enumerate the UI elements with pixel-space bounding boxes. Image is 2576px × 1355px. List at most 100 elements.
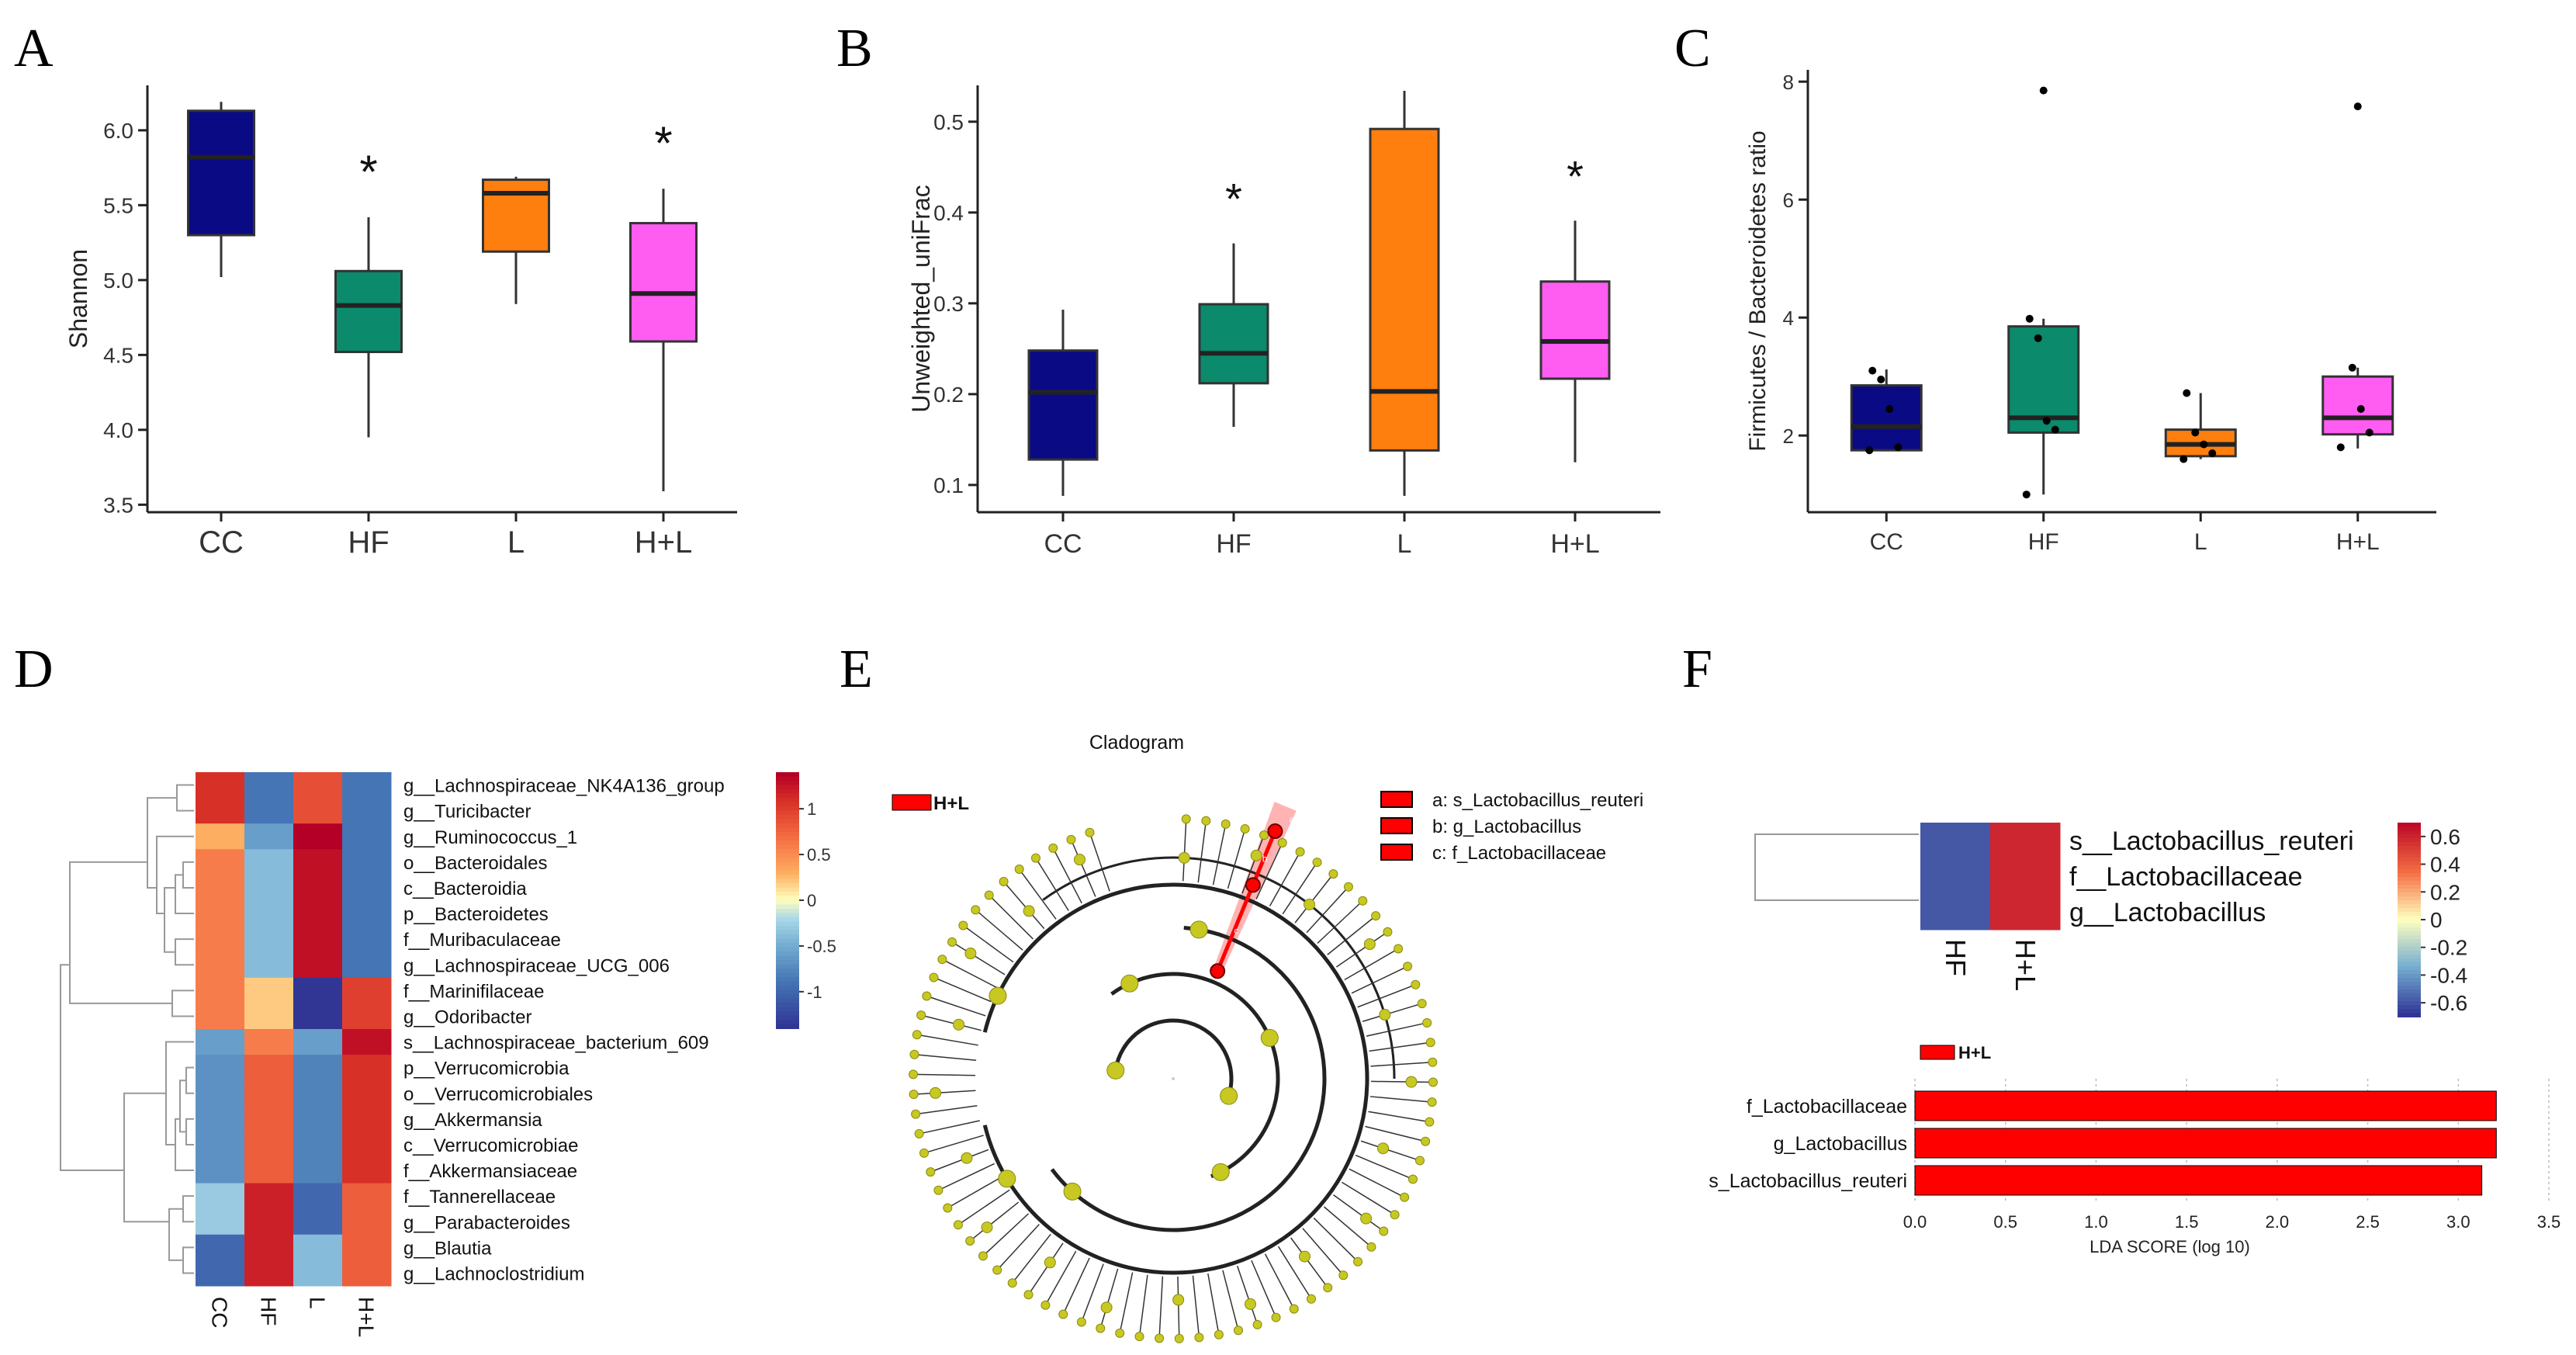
cladogram-tip-node	[911, 1109, 921, 1119]
dendrogram-branch	[164, 886, 175, 953]
cladogram-tip-node	[919, 1148, 929, 1158]
f-colorbar-segment	[2398, 966, 2421, 971]
cladogram-inner-node	[1405, 1076, 1418, 1088]
significance-asterisk: *	[654, 117, 672, 169]
f-heatmap-col-label: HF	[1940, 939, 1972, 976]
lda-x-tick-label: 3.5	[2537, 1212, 2561, 1232]
cladogram-spoke	[1369, 1096, 1432, 1103]
lda-category-label: g_Lactobacillus	[1774, 1133, 1907, 1155]
cladogram-tip-node	[937, 955, 947, 965]
heatmap-cell	[293, 772, 343, 799]
cladogram-spoke	[1349, 1168, 1405, 1198]
colorbar-segment	[776, 853, 799, 858]
cladogram-spoke	[1277, 1246, 1312, 1300]
cladogram-major-node	[1106, 1061, 1125, 1079]
heatmap-row-label: f__Muribaculaceae	[403, 930, 561, 951]
y-axis-label: Firmicutes / Bacteroidetes ratio	[1745, 130, 1771, 451]
cladogram-tip-node	[1134, 1332, 1144, 1342]
colorbar-segment	[776, 1024, 799, 1029]
heatmap-cell	[293, 1157, 343, 1184]
cladogram-tip-node	[1411, 979, 1421, 989]
cladogram-tip-node	[1390, 1210, 1400, 1220]
dendrogram-branch	[168, 1208, 183, 1261]
cladogram-spoke	[989, 894, 1034, 940]
heatmap-row-label: g__Ruminococcus_1	[403, 827, 577, 848]
lda-x-axis-label: LDA SCORE (log 10)	[2090, 1237, 2250, 1256]
cladogram-tip-node	[1428, 1057, 1438, 1067]
heatmap-row-label: g__Akkermansia	[403, 1110, 542, 1131]
cladogram-spoke	[982, 1213, 1029, 1256]
heatmap-cell	[196, 1183, 245, 1210]
cladogram-spoke	[916, 1104, 978, 1115]
heatmap-col-label: L	[306, 1297, 330, 1309]
heatmap-cell	[342, 1106, 392, 1132]
f-colorbar-segment	[2398, 958, 2421, 963]
data-point	[2208, 449, 2217, 457]
cladogram-spoke	[1255, 842, 1283, 899]
cladogram-spoke	[1062, 1257, 1090, 1315]
cladogram-spoke	[1368, 1111, 1430, 1123]
cladogram-title: Cladogram	[1089, 732, 1184, 754]
cladogram-tip-node	[1371, 911, 1381, 921]
cladogram-spoke	[1044, 1250, 1077, 1306]
cladogram-spoke	[1313, 1217, 1359, 1263]
cladogram-spoke	[1138, 1274, 1148, 1337]
box-HF	[334, 269, 403, 354]
cladogram-inner-node	[1377, 1142, 1390, 1155]
f-colorbar-segment	[2398, 978, 2421, 982]
heatmap-cell	[196, 798, 245, 824]
colorbar-segment	[776, 896, 799, 901]
f-colorbar-segment	[2398, 947, 2421, 951]
cladogram-tip-node	[1155, 1333, 1165, 1343]
cladogram-inner-node	[953, 1018, 965, 1031]
colorbar-segment	[776, 994, 799, 1000]
cladogram-major-node	[1211, 1163, 1230, 1181]
cladogram-inner-node	[1100, 1301, 1113, 1314]
heatmap-cell	[196, 1080, 245, 1107]
lda-legend-label: H+L	[1958, 1043, 1991, 1062]
cladogram-tip-node	[1323, 1283, 1333, 1293]
colorbar-tick-label: 1	[807, 799, 816, 819]
heatmap-cell	[342, 977, 392, 1004]
highlight-node	[1245, 877, 1261, 893]
data-point	[2365, 428, 2373, 437]
colorbar-segment	[776, 972, 799, 978]
f-colorbar-segment	[2398, 955, 2421, 959]
cladogram-tip-node	[1289, 1304, 1299, 1314]
data-point	[2051, 425, 2059, 434]
heatmap-cell	[342, 1029, 392, 1055]
heatmap-row-label: o__Verrucomicrobiales	[403, 1084, 593, 1105]
heatmap-cell	[342, 926, 392, 953]
lda-x-tick-label: 3.0	[2446, 1212, 2470, 1232]
f-colorbar-tick-label: 0.6	[2430, 825, 2460, 849]
data-point	[1894, 443, 1903, 452]
cladogram-spoke	[914, 1053, 977, 1061]
f-colorbar-segment	[2398, 865, 2421, 870]
f-colorbar-tick-label: -0.2	[2430, 936, 2467, 960]
cladogram-tip-node	[916, 1010, 926, 1021]
cladogram-inner-node	[1172, 1294, 1185, 1306]
heatmap-cell	[244, 1183, 294, 1210]
f-colorbar-segment	[2398, 885, 2421, 889]
f-colorbar-segment	[2398, 846, 2421, 851]
panel-label-f: F	[1682, 639, 1712, 699]
heatmap-cell	[342, 1080, 392, 1107]
colorbar-segment	[776, 785, 799, 790]
box-CC	[1850, 384, 1923, 452]
dendrogram-branch	[179, 1079, 186, 1133]
highlight-branch	[1215, 830, 1277, 972]
cladogram-tip-node	[912, 1030, 922, 1040]
colorbar-segment	[776, 1020, 799, 1025]
x-tick-label: L	[1397, 529, 1412, 559]
key-swatch	[1380, 817, 1413, 834]
colorbar-segment	[776, 1011, 799, 1017]
heatmap-cell	[196, 900, 245, 927]
f-colorbar-segment	[2398, 1001, 2421, 1006]
cladogram-tip-node	[1214, 1329, 1224, 1339]
cladogram-major-node	[1120, 974, 1139, 993]
cladogram-spoke	[951, 941, 1006, 976]
cladogram-branch-arc	[1050, 925, 1327, 1232]
f-colorbar-segment	[2398, 974, 2421, 979]
cladogram-spoke	[1177, 1276, 1180, 1339]
cladogram-spoke	[1099, 1268, 1119, 1329]
